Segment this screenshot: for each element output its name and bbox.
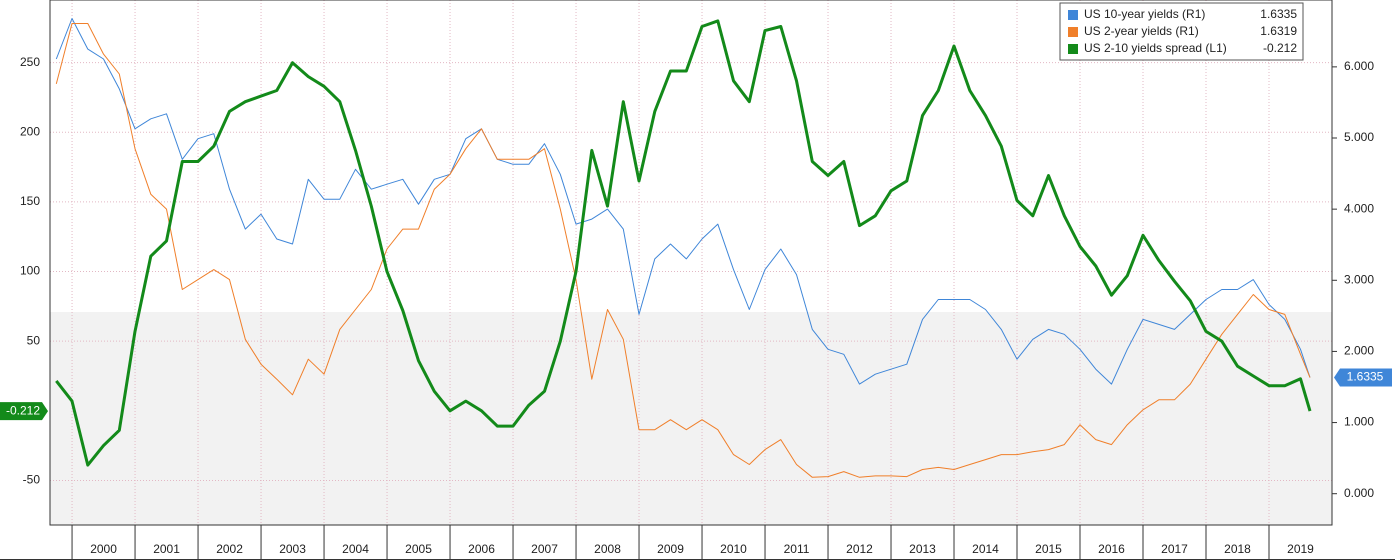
y2-tick-label: 5.000 [1344, 130, 1374, 144]
x-tick-label: 2003 [279, 542, 306, 556]
legend-label: US 2-10 yields spread (L1) [1084, 41, 1227, 55]
y2-tick-label: 1.000 [1344, 415, 1374, 429]
x-tick-label: 2008 [594, 542, 621, 556]
x-tick-label: 2013 [909, 542, 936, 556]
plot-shade [50, 312, 1332, 525]
x-tick-label: 2010 [720, 542, 747, 556]
legend-swatch [1068, 10, 1078, 20]
plot-frame [49, 0, 1333, 526]
x-tick-label: 2002 [216, 542, 243, 556]
value-tag [0, 402, 48, 421]
y-tick-label: 200 [20, 124, 40, 138]
x-tick-label: 2006 [468, 542, 495, 556]
series-line [55, 19, 1312, 467]
x-tick-label: 2009 [657, 542, 684, 556]
legend-box [1059, 2, 1304, 61]
x-tick-label: 2017 [1161, 542, 1188, 556]
x-tick-label: 2012 [846, 542, 873, 556]
value-tag-label: 1.6335 [1347, 370, 1384, 384]
legend-value: 1.6335 [1260, 7, 1297, 21]
x-tick-label: 2001 [153, 542, 180, 556]
y2-tick-label: 6.000 [1344, 59, 1374, 73]
y2-tick-label: 4.000 [1344, 201, 1374, 215]
x-tick-label: 2011 [784, 542, 810, 556]
value-tag-label: -0.212 [6, 403, 40, 417]
x-tick-label: 2004 [342, 542, 369, 556]
x-tick-label: 2016 [1098, 542, 1125, 556]
y-tick-label: 100 [20, 264, 40, 278]
y2-tick-label: 2.000 [1344, 344, 1374, 358]
series-line [55, 18, 1311, 385]
y2-tick-label: 3.000 [1344, 272, 1374, 286]
legend-swatch [1068, 44, 1078, 54]
legend-value: -0.212 [1263, 41, 1297, 55]
y2-tick-label: 0.000 [1344, 486, 1374, 500]
y-tick-label: 250 [20, 55, 40, 69]
series-line [55, 23, 1311, 478]
legend: US 10-year yields (R1) 1.6335 US 2-year yi… [1059, 2, 1304, 61]
legend-label: US 2-year yields (R1) [1084, 24, 1199, 38]
y-tick-label: -50 [23, 473, 41, 487]
x-tick-label: 2005 [405, 542, 432, 556]
legend-label: US 10-year yields (R1) [1084, 7, 1205, 21]
x-tick-label: 2015 [1035, 542, 1062, 556]
legend-swatch [1068, 27, 1078, 37]
x-tick-label: 2018 [1224, 542, 1251, 556]
y-tick-label: 50 [27, 333, 41, 347]
legend-value: 1.6319 [1260, 24, 1297, 38]
x-tick-label: 2007 [531, 542, 558, 556]
x-tick-label: 2000 [90, 542, 117, 556]
x-tick-label: 2019 [1287, 542, 1314, 556]
x-tick-label: 2014 [972, 542, 999, 556]
value-tag [1334, 368, 1392, 387]
y-tick-label: 150 [20, 194, 40, 208]
